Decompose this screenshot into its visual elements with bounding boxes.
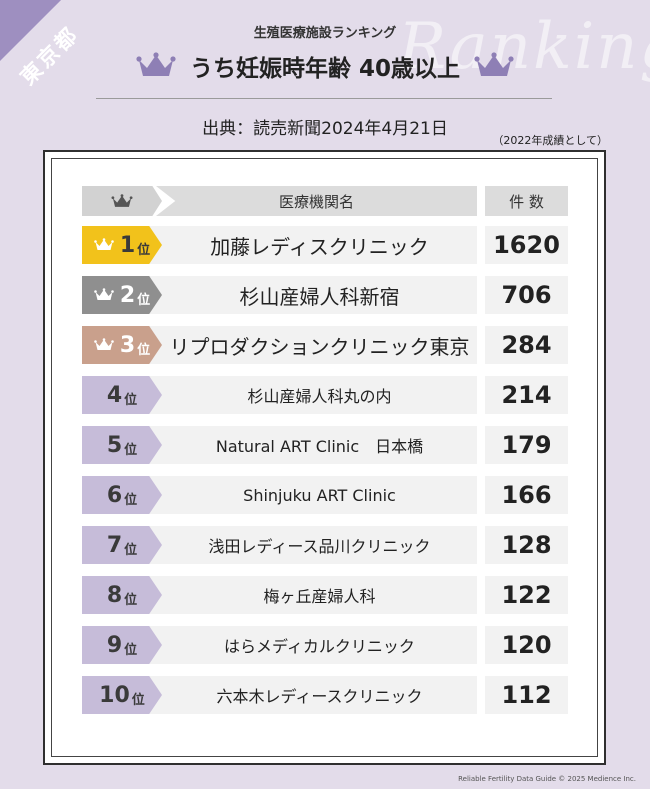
rank-number: 8 bbox=[106, 582, 123, 608]
case-count: 214 bbox=[485, 376, 568, 414]
case-count: 284 bbox=[485, 326, 568, 364]
table-row: 3 位リプロダクションクリニック東京 284 bbox=[82, 326, 568, 364]
crown-icon bbox=[94, 288, 114, 300]
case-count: 122 bbox=[485, 576, 568, 614]
table-row: 7 位 浅田レディース品川クリニック 128 bbox=[82, 526, 568, 564]
table-row: 6 位 Shinjuku ART Clinic 166 bbox=[82, 476, 568, 514]
facility-name: リプロダクションクリニック東京 bbox=[169, 334, 470, 359]
case-count: 128 bbox=[485, 526, 568, 564]
crown-icon bbox=[94, 238, 114, 250]
rank-suffix: 位 bbox=[124, 542, 138, 558]
name-column-header: 医療機関名 bbox=[156, 186, 477, 216]
rank-suffix: 位 bbox=[137, 292, 151, 308]
rank-suffix: 位 bbox=[124, 492, 138, 508]
divider bbox=[96, 98, 552, 99]
rank-number: 10 bbox=[99, 682, 130, 708]
footer-credit: Reliable Fertility Data Guide © 2025 Med… bbox=[458, 775, 636, 783]
count-column-header: 件 数 bbox=[485, 186, 568, 216]
table-row: 8 位 梅ヶ丘産婦人科 122 bbox=[82, 576, 568, 614]
rank-number: 2 bbox=[119, 282, 136, 308]
rank-column-header bbox=[82, 186, 162, 216]
rank-badge: 10 位 bbox=[82, 676, 162, 714]
page-title: うち妊娠時年齢 40歳以上 bbox=[189, 56, 460, 82]
facility-name: Natural ART Clinic 日本橋 bbox=[215, 437, 424, 456]
facility-name: はらメディカルクリニック bbox=[224, 637, 415, 656]
table-row: 10 位 六本木レディースクリニック 112 bbox=[82, 676, 568, 714]
case-count: 120 bbox=[485, 626, 568, 664]
facility-name: 加藤レディスクリニック bbox=[210, 234, 429, 259]
rank-number: 3 bbox=[119, 332, 136, 358]
title-row: うち妊娠時年齢 40歳以上 bbox=[0, 46, 650, 86]
rank-number: 6 bbox=[106, 482, 123, 508]
table-row: 1 位 加藤レディスクリニック 1620 bbox=[82, 226, 568, 264]
page-subtitle: 生殖医療施設ランキング bbox=[253, 26, 397, 41]
crown-icon bbox=[94, 338, 114, 350]
facility-name: Shinjuku ART Clinic bbox=[243, 485, 396, 505]
rank-suffix: 位 bbox=[137, 342, 151, 358]
panel-inner-border bbox=[51, 158, 598, 757]
ranking-watermark: Ranking bbox=[398, 10, 650, 84]
facility-name: 杉山産婦人科丸の内 bbox=[247, 387, 392, 406]
year-note: （2022年成績として） bbox=[492, 134, 608, 147]
case-count: 166 bbox=[485, 476, 568, 514]
crown-icon bbox=[136, 52, 176, 76]
crown-icon bbox=[474, 52, 514, 76]
facility-name: 梅ヶ丘産婦人科 bbox=[263, 587, 376, 606]
rank-suffix: 位 bbox=[124, 442, 138, 458]
rank-number: 5 bbox=[106, 432, 123, 458]
rank-suffix: 位 bbox=[124, 642, 138, 658]
table-row: 4 位 杉山産婦人科丸の内 214 bbox=[82, 376, 568, 414]
source-citation: 出典：読売新聞2024年4月21日 bbox=[202, 119, 448, 139]
crown-icon bbox=[111, 193, 133, 207]
case-count: 1620 bbox=[485, 226, 568, 264]
facility-name: 浅田レディース品川クリニック bbox=[208, 537, 431, 556]
rank-number: 7 bbox=[106, 532, 123, 558]
facility-name: 杉山産婦人科新宿 bbox=[239, 284, 400, 309]
rank-suffix: 位 bbox=[131, 692, 145, 708]
rank-suffix: 位 bbox=[137, 242, 151, 258]
case-count: 706 bbox=[485, 276, 568, 314]
rank-suffix: 位 bbox=[124, 392, 138, 408]
rank-number: 9 bbox=[106, 632, 123, 658]
table-row: 9 位 はらメディカルクリニック 120 bbox=[82, 626, 568, 664]
table-row: 5 位 Natural ART Clinic 日本橋 179 bbox=[82, 426, 568, 464]
rank-number: 4 bbox=[106, 382, 123, 408]
rank-number: 1 bbox=[119, 232, 136, 258]
rank-suffix: 位 bbox=[124, 592, 138, 608]
case-count: 179 bbox=[485, 426, 568, 464]
case-count: 112 bbox=[485, 676, 568, 714]
table-row: 2 位 杉山産婦人科新宿 706 bbox=[82, 276, 568, 314]
facility-name: 六本木レディースクリニック bbox=[216, 687, 423, 706]
